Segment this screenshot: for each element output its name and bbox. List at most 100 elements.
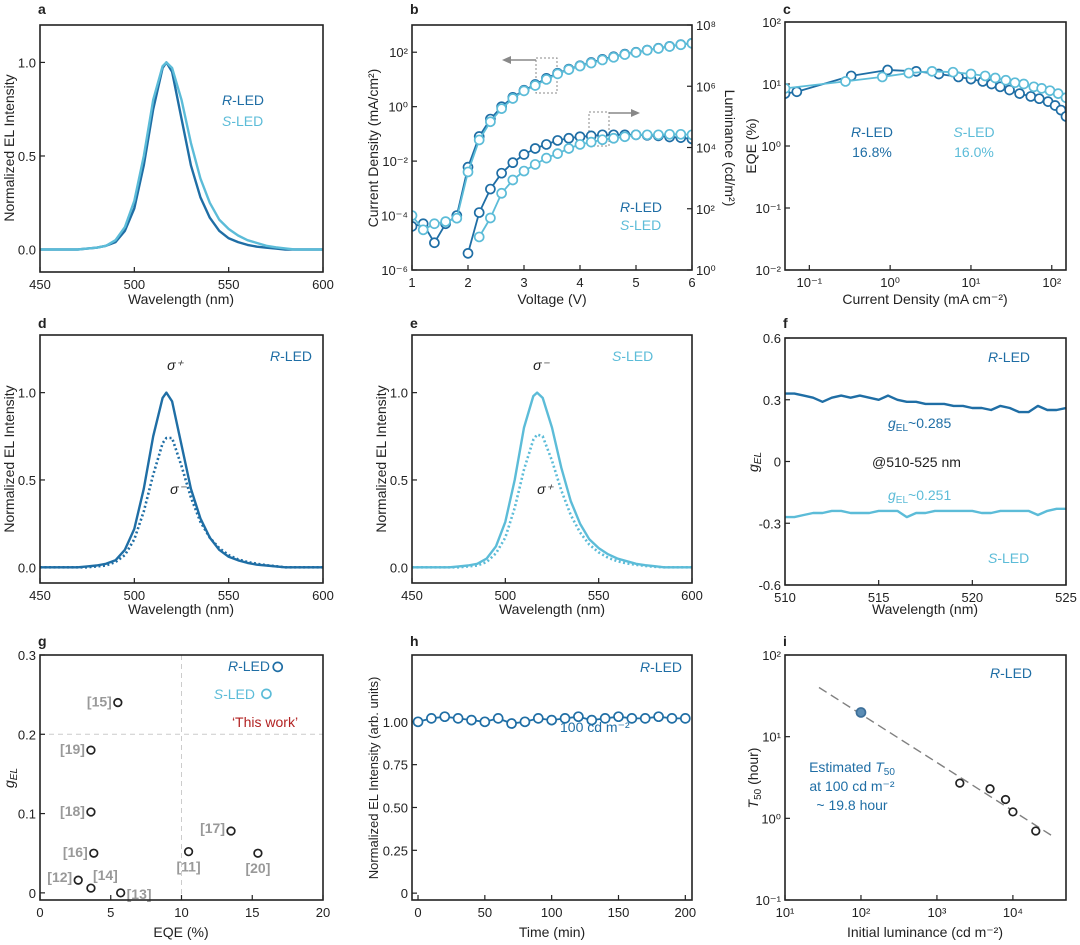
series-s-led <box>785 507 1066 519</box>
data-point <box>426 713 437 724</box>
x-tick-label: 20 <box>316 905 330 920</box>
x-axis-label-g: EQE (%) <box>153 924 208 940</box>
left-axis-indicator <box>502 56 558 94</box>
panel-letter-i: i <box>783 633 787 649</box>
device-rest: -LED <box>998 349 1030 365</box>
y-tick-label: 0.0 <box>390 560 408 575</box>
x-tick-label: 4 <box>576 275 583 290</box>
data-point <box>462 247 474 259</box>
y-tick-label: 0.0 <box>18 560 36 575</box>
data-point <box>412 716 424 728</box>
y-tick-label: 10² <box>762 15 781 30</box>
r-led-eqe-value: 16.8% <box>852 144 892 160</box>
data-point <box>506 718 517 729</box>
data-point <box>653 129 664 141</box>
s-led-g-value: gEL~0.251 <box>888 487 951 506</box>
x-axis-label-f: Wavelength (nm) <box>872 601 978 617</box>
series-- <box>40 391 323 569</box>
data-point <box>541 152 552 164</box>
y-label-main: T <box>745 798 761 808</box>
data-point <box>876 71 888 83</box>
y-tick-label: 1.0 <box>18 55 36 70</box>
device-rest: -LED <box>997 550 1029 566</box>
series-line <box>40 391 323 569</box>
data-point <box>261 688 272 700</box>
y2-tick-label: 10⁸ <box>696 18 716 33</box>
reference-label: [20] <box>245 860 270 876</box>
panel-letter-h: h <box>410 633 419 649</box>
luminance-condition: 100 cd m⁻² <box>560 719 630 735</box>
data-point <box>1060 111 1066 122</box>
data-point <box>253 848 263 858</box>
data-point <box>1025 91 1037 102</box>
y-tick-label: 10⁻¹ <box>755 201 781 216</box>
data-point <box>529 80 541 91</box>
y-axis-label-i: T50 (hour) <box>745 748 764 809</box>
chart-a: 450 500 550 600 0.0 0.5 1.0 <box>18 24 334 292</box>
series-- <box>40 436 323 569</box>
series-line <box>412 433 692 569</box>
data-point <box>552 148 563 159</box>
y2-tick-label: 10⁰ <box>696 263 716 278</box>
data-point <box>496 187 507 199</box>
g-rest: ~0.285 <box>908 415 951 431</box>
data-point <box>440 216 451 227</box>
data-point <box>452 713 464 724</box>
x-tick-label: 600 <box>681 588 703 603</box>
y-axis-label-f: gEL <box>745 452 764 472</box>
reference-label: [11] <box>177 859 201 875</box>
data-point <box>473 207 485 218</box>
data-point <box>86 883 96 893</box>
data-point <box>630 129 642 141</box>
data-point <box>675 39 687 51</box>
y2-tick-label: 10⁴ <box>696 141 716 156</box>
estimate-line-2: at 100 cd m⁻² <box>809 778 895 794</box>
y-tick-label: 0.3 <box>763 393 781 408</box>
data-point <box>1031 826 1041 836</box>
series-line <box>40 61 323 251</box>
y-tick-label: 0 <box>29 886 36 901</box>
data-point <box>573 711 584 723</box>
note-text: Estimated <box>809 759 875 775</box>
data-point <box>518 165 530 177</box>
y-tick-label: 0.0 <box>18 243 36 258</box>
data-point <box>1014 88 1025 99</box>
series-s-led <box>261 688 272 700</box>
y-label-sub: EL <box>9 768 20 780</box>
y-axis-label-e: Normalized EL Intensity <box>373 385 389 532</box>
x-axis-label-h: Time (min) <box>519 924 585 940</box>
legend-rest: -LED <box>963 124 995 140</box>
data-point <box>791 86 803 98</box>
data-point <box>664 128 675 140</box>
reference-label: [18] <box>60 803 85 819</box>
data-point <box>653 711 664 723</box>
device-label: R-LED <box>270 348 312 364</box>
series-references <box>73 697 263 898</box>
y-label-rest: (hour) <box>745 748 761 789</box>
data-point <box>473 231 485 243</box>
x-tick-label: 10² <box>1042 275 1061 290</box>
data-point <box>585 57 597 69</box>
chart-f: 510 515 520 525 -0.6 -0.3 0 0.3 0.6 <box>759 331 1077 605</box>
data-point <box>541 139 552 150</box>
chart-e: 450 500 550 600 0.0 0.5 1.0 <box>390 334 703 603</box>
y-axis-label-d: Normalized EL Intensity <box>1 385 17 532</box>
device-rest: -LED <box>280 348 312 364</box>
series-line <box>40 436 323 569</box>
data-point <box>855 707 867 718</box>
y2-axis-label-b: Luminance (cd/m²) <box>722 90 738 207</box>
legend-s-led: S-LED <box>620 217 661 233</box>
data-point <box>541 74 552 85</box>
legend-rest: -LED <box>238 658 270 674</box>
x-tick-label: 600 <box>312 277 334 292</box>
series-s-led-luminance <box>473 128 692 243</box>
y-tick-label: 10⁻² <box>382 154 408 169</box>
device-rest: -LED <box>1000 665 1032 681</box>
data-point <box>466 714 477 726</box>
y-label-sub: EL <box>753 452 764 464</box>
chart-h: 0 50 100 150 200 0 0.25 0.50 0.75 1.00 <box>383 654 696 920</box>
panel-letter-g: g <box>38 633 47 649</box>
data-point <box>1060 92 1066 104</box>
g-sub: EL <box>896 423 909 434</box>
series-r-led <box>412 711 691 729</box>
